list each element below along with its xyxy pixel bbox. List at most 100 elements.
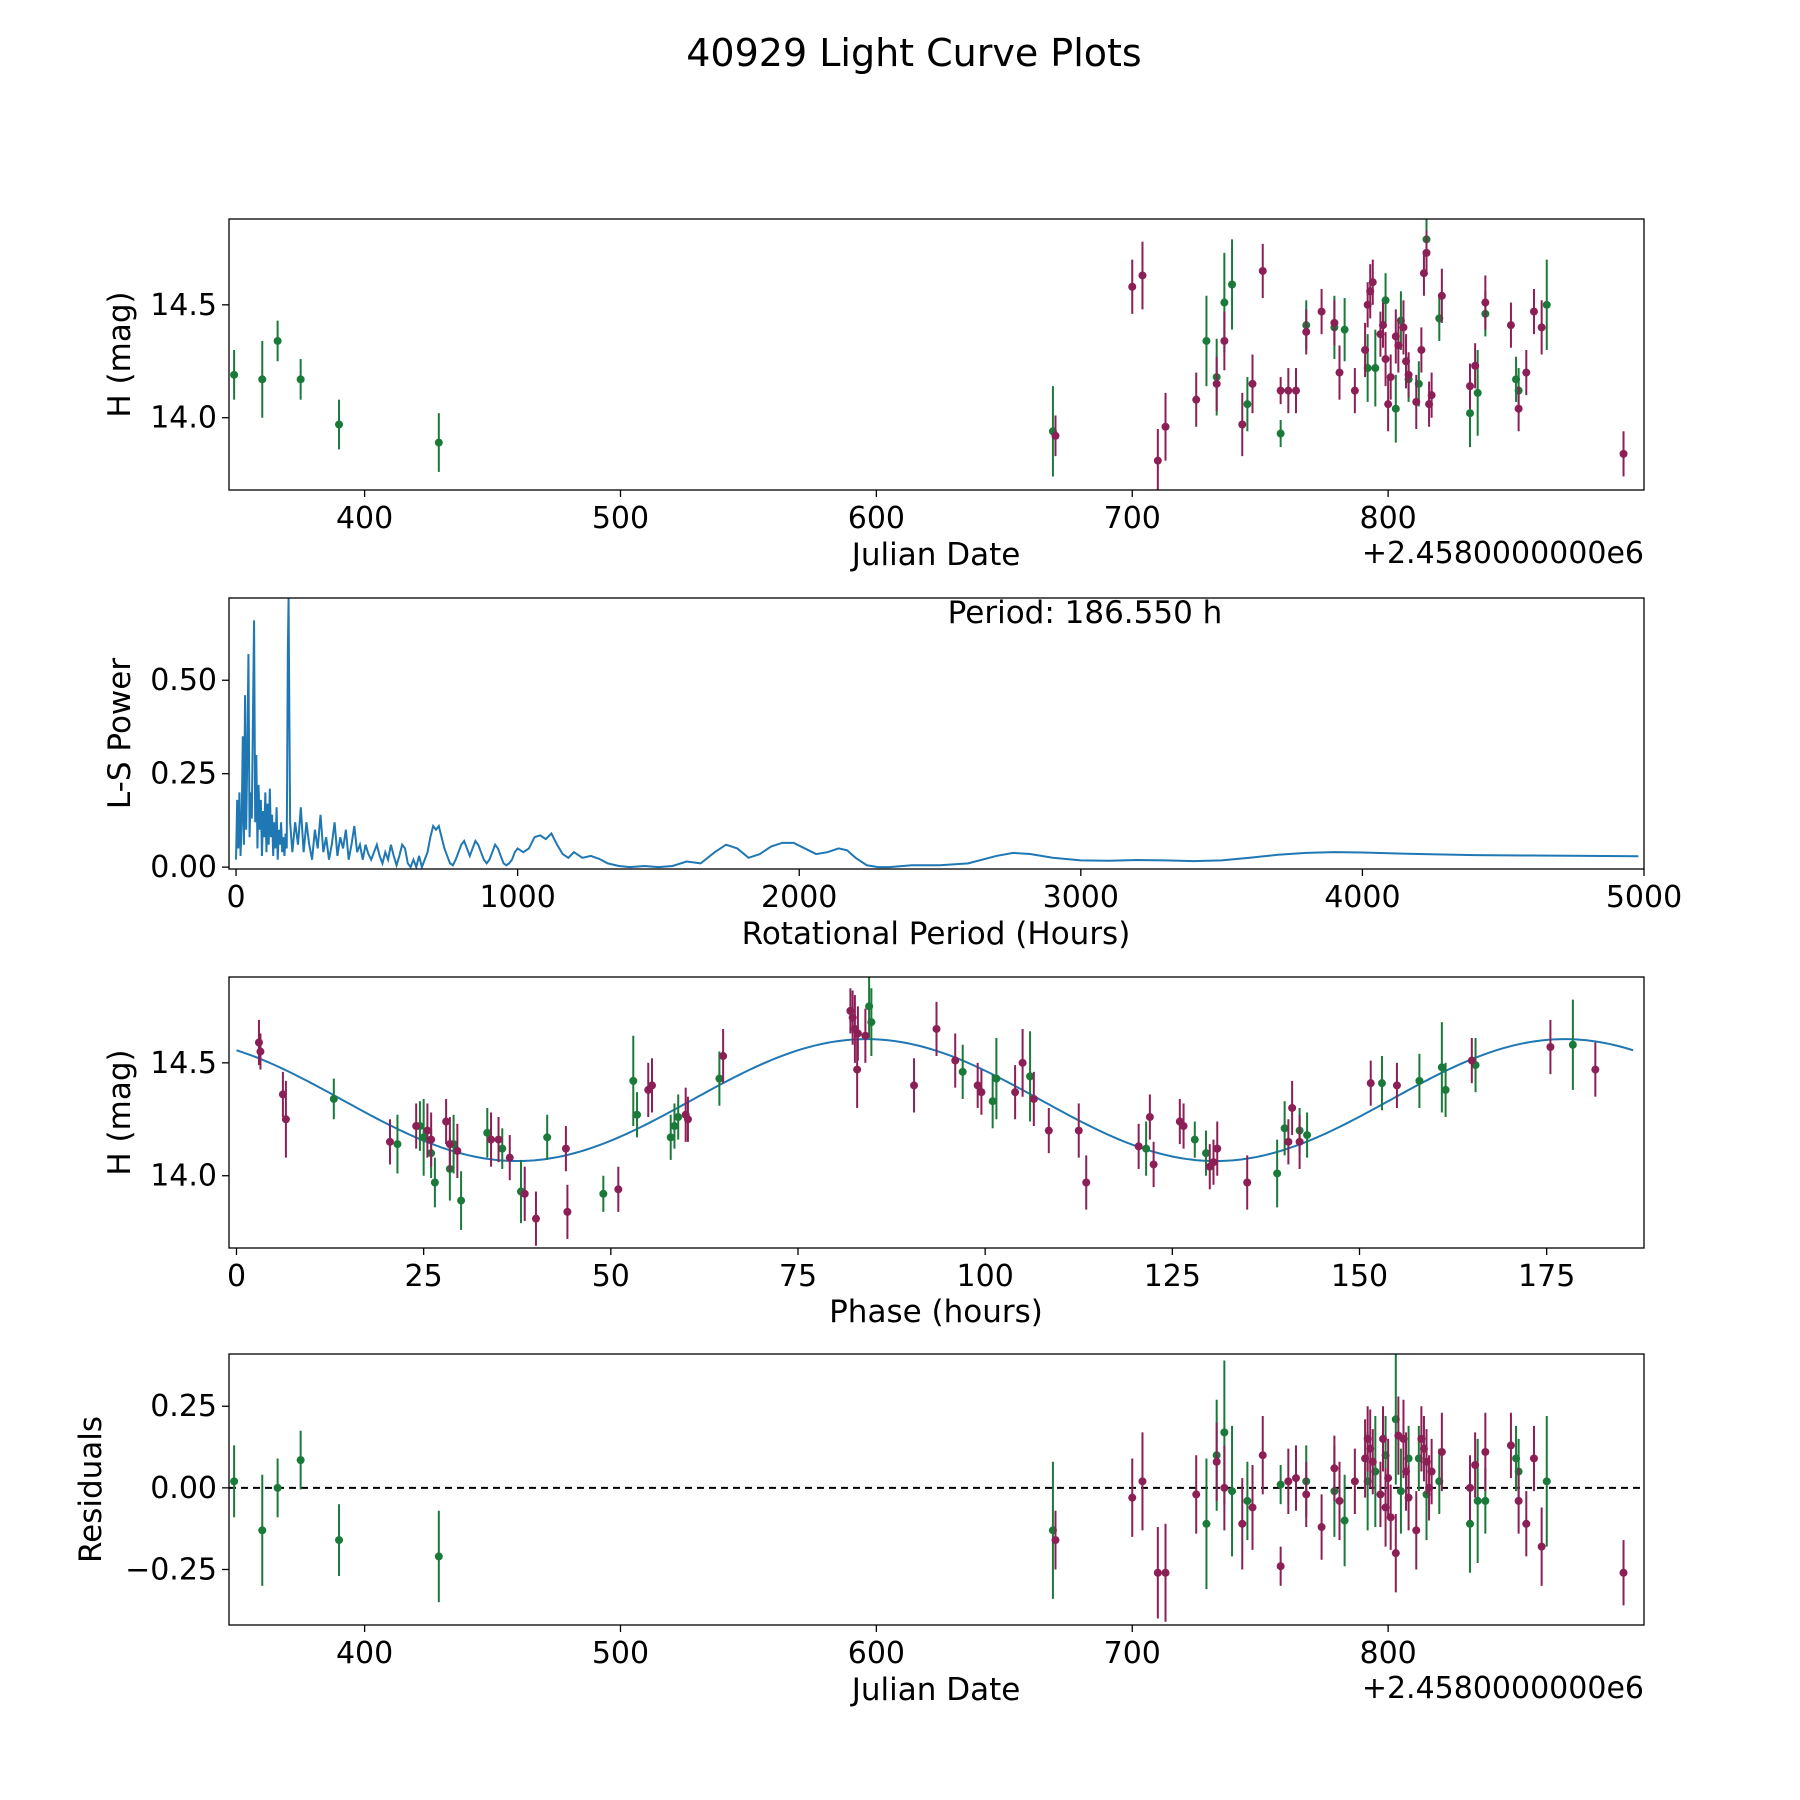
purple-data-point <box>1522 368 1531 377</box>
x-tick-label: 2000 <box>761 880 837 915</box>
green-data-point <box>419 1133 428 1142</box>
purple-data-point <box>1379 1434 1388 1443</box>
purple-data-point <box>683 1115 692 1124</box>
purple-data-point <box>1258 1451 1267 1460</box>
purple-data-point <box>1209 1158 1218 1167</box>
green-data-point <box>988 1097 997 1106</box>
x-tick-label: 400 <box>336 1636 393 1671</box>
purple-data-point <box>1276 1562 1285 1571</box>
purple-data-point <box>1138 271 1147 280</box>
purple-data-point <box>1284 386 1293 395</box>
green-data-point <box>715 1074 724 1083</box>
green-data-point <box>1371 364 1380 373</box>
purple-data-point <box>1128 282 1137 291</box>
purple-data-point <box>1529 307 1538 316</box>
green-data-point <box>498 1144 507 1153</box>
purple-data-point <box>1376 1490 1385 1499</box>
x-tick-label: 800 <box>1359 501 1416 536</box>
x-tick-label: 500 <box>592 1636 649 1671</box>
green-data-point <box>1381 296 1390 305</box>
purple-data-point <box>1330 318 1339 327</box>
purple-data-point <box>1366 1079 1375 1088</box>
purple-data-point <box>1481 298 1490 307</box>
purple-data-point <box>1248 1503 1257 1512</box>
green-data-point <box>1466 409 1475 418</box>
purple-data-point <box>1619 449 1628 458</box>
x-tick-label: 600 <box>848 1636 905 1671</box>
x-tick-label: 500 <box>592 501 649 536</box>
residuals-panel: 400 500 600 700 800 −0.25 0.00 0.25 Julian Date R… <box>73 1353 1645 1708</box>
purple-data-point <box>1220 336 1229 345</box>
purple-data-point <box>561 1144 570 1153</box>
purple-data-point <box>951 1056 960 1065</box>
purple-data-point <box>520 1189 529 1198</box>
purple-data-point <box>505 1153 514 1162</box>
purple-data-point <box>1335 368 1344 377</box>
purple-data-point <box>1481 1447 1490 1456</box>
green-data-point <box>1481 1496 1490 1505</box>
residuals-x-axis-label: Julian Date <box>850 1672 1021 1708</box>
purple-data-point <box>1412 397 1421 406</box>
purple-data-point <box>1243 1178 1252 1187</box>
purple-data-point <box>719 1052 728 1061</box>
purple-data-point <box>385 1137 394 1146</box>
purple-data-point <box>1276 386 1285 395</box>
y-tick-label: 0.00 <box>150 1471 217 1506</box>
purple-data-point <box>1161 1568 1170 1577</box>
green-data-point <box>230 370 239 379</box>
purple-data-point <box>1192 1490 1201 1499</box>
green-data-point <box>434 438 443 447</box>
green-data-point <box>1437 1063 1446 1072</box>
purple-data-point <box>487 1135 496 1144</box>
purple-data-point <box>1399 323 1408 332</box>
purple-data-point <box>1350 1477 1359 1486</box>
purple-data-point <box>1437 1447 1446 1456</box>
phased-panel: 0 25 50 75 100 125 150 175 14.0 14.5 Phase (hours)… <box>102 976 1645 1330</box>
purple-data-point <box>1361 345 1370 354</box>
x-tick-label: 5000 <box>1606 880 1682 915</box>
purple-data-point <box>423 1126 432 1135</box>
purple-data-point <box>1529 1454 1538 1463</box>
purple-data-point <box>1427 1467 1436 1476</box>
green-data-point <box>1220 298 1229 307</box>
green-data-point <box>1280 1124 1289 1133</box>
y-tick-label: 0.00 <box>150 850 217 885</box>
purple-data-point <box>1381 355 1390 364</box>
purple-data-point <box>1437 291 1446 300</box>
purple-data-point <box>1404 370 1413 379</box>
periodogram-panel: 0 1000 2000 3000 4000 5000 0.00 0.25 0.50 Rotatio… <box>102 595 1682 952</box>
green-data-point <box>599 1189 608 1198</box>
green-data-point <box>1542 300 1551 309</box>
phased-plot-area <box>236 977 1634 1246</box>
residuals-frame <box>228 1353 1645 1626</box>
green-data-point <box>296 375 305 384</box>
y-tick-label: 0.25 <box>150 757 217 792</box>
purple-data-point <box>1213 1144 1222 1153</box>
periodogram-y-axis-label: L-S Power <box>102 658 138 809</box>
purple-data-point <box>445 1140 454 1149</box>
green-data-point <box>1228 280 1237 289</box>
y-tick-label: 0.25 <box>150 1389 217 1424</box>
purple-data-point <box>1422 248 1431 257</box>
y-tick-label: 0.50 <box>150 663 217 698</box>
purple-data-point <box>1335 1496 1344 1505</box>
purple-data-point <box>1288 1103 1297 1112</box>
x-tick-label: 700 <box>1104 501 1161 536</box>
purple-data-point <box>1391 1549 1400 1558</box>
x-tick-label: 50 <box>592 1259 630 1294</box>
lightcurve-x-axis-label: Julian Date <box>850 537 1021 573</box>
green-data-point <box>1568 1040 1577 1049</box>
purple-data-point <box>1330 1464 1339 1473</box>
purple-data-point <box>1427 391 1436 400</box>
purple-data-point <box>1145 1113 1154 1122</box>
purple-data-point <box>1284 1137 1293 1146</box>
residuals-y-axis-label: Residuals <box>73 1416 109 1563</box>
green-data-point <box>1243 400 1252 409</box>
green-data-point <box>1026 1072 1035 1081</box>
purple-data-point <box>1212 1457 1221 1466</box>
purple-data-point <box>1302 327 1311 336</box>
green-data-point <box>1415 1076 1424 1085</box>
x-tick-label: 75 <box>779 1259 817 1294</box>
green-data-point <box>1190 1135 1199 1144</box>
x-tick-label: 800 <box>1359 1636 1416 1671</box>
